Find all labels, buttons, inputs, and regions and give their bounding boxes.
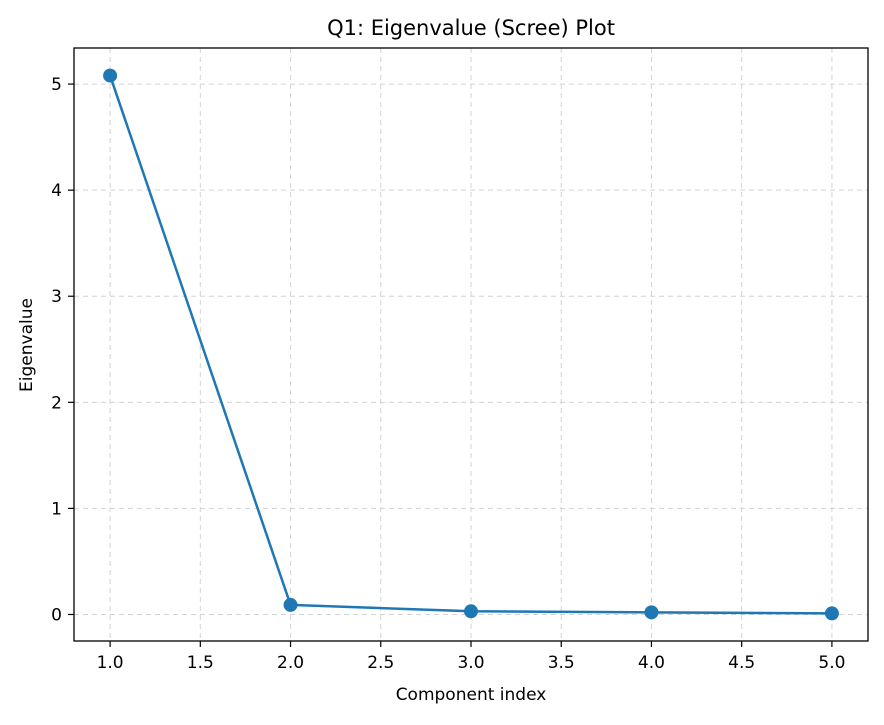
x-tick-label: 5.0 (818, 653, 845, 673)
x-axis-label: Component index (396, 685, 547, 705)
data-point (103, 68, 118, 83)
y-tick-label: 3 (51, 287, 62, 307)
tick-layer: 1.0 1.5 2.0 2.5 3.0 3.5 4.0 4.5 5.0 0 1 2 3 4 5 (51, 75, 845, 673)
x-tick-label: 3.5 (548, 653, 575, 673)
data-point (644, 605, 659, 620)
x-tick-label: 1.0 (97, 653, 124, 673)
x-tick-label: 1.5 (187, 653, 214, 673)
y-tick-label: 4 (51, 181, 62, 201)
y-tick-label: 2 (51, 393, 62, 413)
x-tick-label: 4.5 (728, 653, 755, 673)
data-point (283, 597, 298, 612)
y-axis-label: Eigenvalue (17, 298, 37, 392)
y-tick-label: 5 (51, 75, 62, 95)
y-tick-label: 1 (51, 499, 62, 519)
data-point (464, 604, 478, 619)
data-point (824, 606, 839, 621)
chart-title: Q1: Eigenvalue (Scree) Plot (327, 16, 615, 40)
series-layer (103, 68, 839, 621)
x-tick-label: 2.5 (367, 653, 394, 673)
x-tick-label: 4.0 (638, 653, 665, 673)
x-tick-label: 3.0 (457, 653, 484, 673)
y-tick-label: 0 (51, 605, 62, 625)
x-tick-label: 2.0 (277, 653, 304, 673)
